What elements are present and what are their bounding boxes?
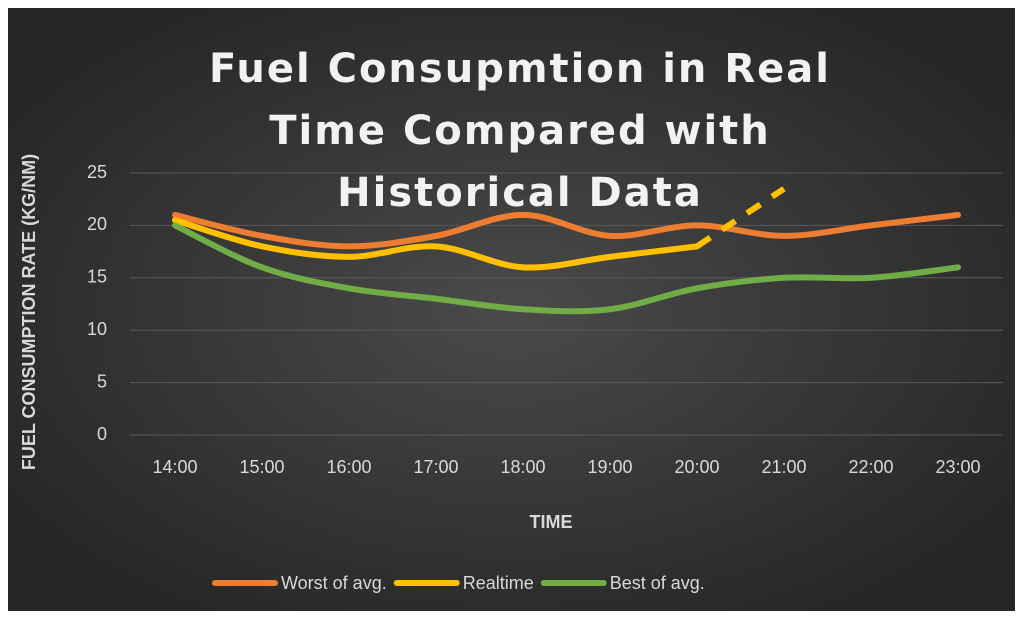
x-tick-label: 14:00 [152, 457, 197, 477]
x-tick-label: 19:00 [587, 457, 632, 477]
x-tick-label: 18:00 [500, 457, 545, 477]
y-axis-title: FUEL CONSUMPTION RATE (KG/NM) [19, 154, 39, 470]
x-tick-label: 20:00 [674, 457, 719, 477]
x-axis-title: TIME [530, 512, 573, 532]
line [172, 211, 961, 250]
y-tick-label: 5 [97, 371, 107, 391]
x-tick-label: 16:00 [326, 457, 371, 477]
line [172, 222, 961, 315]
y-tick-label: 20 [87, 214, 107, 234]
x-tick-label: 17:00 [413, 457, 458, 477]
legend-label: Realtime [463, 573, 534, 593]
x-tick-label: 23:00 [935, 457, 980, 477]
y-tick-label: 0 [97, 424, 107, 444]
line [172, 217, 700, 271]
x-tick-label: 22:00 [848, 457, 893, 477]
legend-label: Worst of avg. [281, 573, 387, 593]
legend-label: Best of avg. [610, 573, 705, 593]
chart-title: Fuel Consupmtion in Real Time Compared w… [209, 46, 831, 216]
y-tick-label: 10 [87, 319, 107, 339]
x-tick-label: 15:00 [239, 457, 284, 477]
y-tick-label: 25 [87, 162, 107, 182]
x-tick-label: 21:00 [761, 457, 806, 477]
y-tick-label: 15 [87, 267, 107, 287]
line-dashed [695, 186, 786, 249]
